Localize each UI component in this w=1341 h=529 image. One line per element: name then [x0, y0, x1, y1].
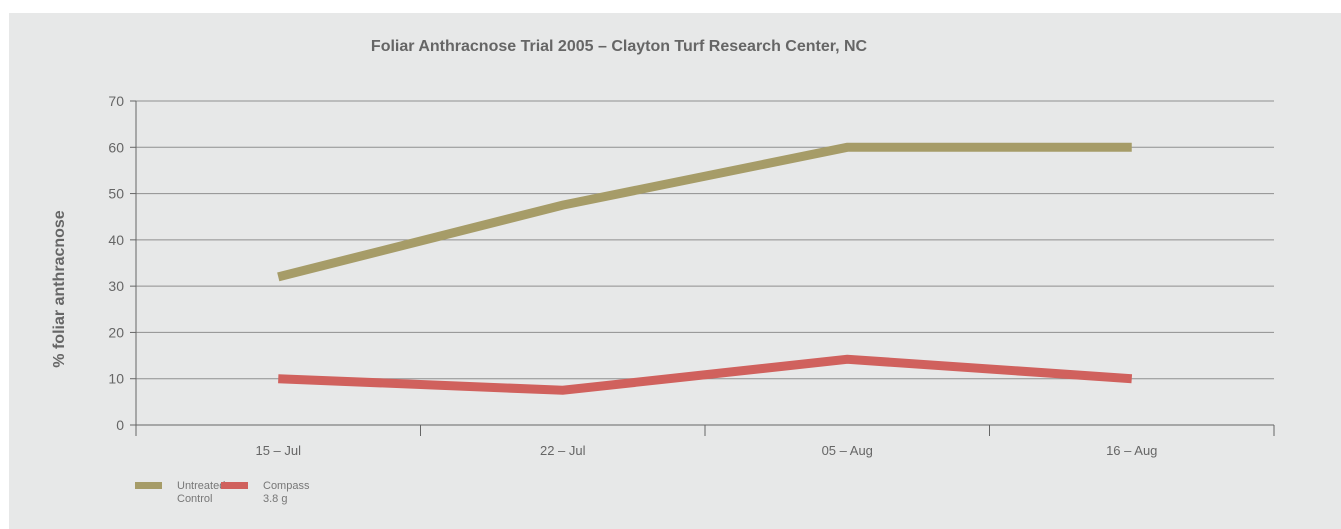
x-tick-label: 16 – Aug — [1106, 443, 1157, 458]
x-tick-label: 05 – Aug — [822, 443, 873, 458]
y-tick-label: 50 — [108, 186, 124, 202]
legend-swatch — [221, 482, 248, 489]
x-tick-label: 15 – Jul — [255, 443, 301, 458]
y-tick-label: 30 — [108, 278, 124, 294]
line-chart: Foliar Anthracnose Trial 2005 – Clayton … — [51, 38, 1275, 505]
y-tick-label: 70 — [108, 93, 124, 109]
series-lines — [277, 142, 1133, 395]
y-axis-label: % foliar anthracnose — [51, 210, 68, 367]
legend-label: Untreated — [177, 480, 225, 492]
legend-label: Control — [177, 493, 212, 505]
y-tick-label: 60 — [108, 139, 124, 155]
y-tick-label: 20 — [108, 324, 124, 340]
legend-swatch — [135, 482, 162, 489]
chart-title: Foliar Anthracnose Trial 2005 – Clayton … — [371, 38, 868, 55]
chart-panel: Foliar Anthracnose Trial 2005 – Clayton … — [9, 13, 1341, 529]
y-tick-label: 40 — [108, 232, 124, 248]
gridlines — [136, 100, 1274, 380]
x-tick-label: 22 – Jul — [540, 443, 586, 458]
legend-label: 3.8 g — [263, 493, 287, 505]
series-line-2 — [278, 354, 1133, 395]
series-line-1 — [277, 142, 1132, 282]
legend-label: Compass — [263, 480, 310, 492]
y-tick-label: 0 — [116, 417, 124, 433]
axes: 0 10 20 30 40 50 60 70 15 – Jul 22 – Jul 05 – Aug 1… — [108, 93, 1275, 458]
y-tick-label: 10 — [108, 371, 124, 387]
